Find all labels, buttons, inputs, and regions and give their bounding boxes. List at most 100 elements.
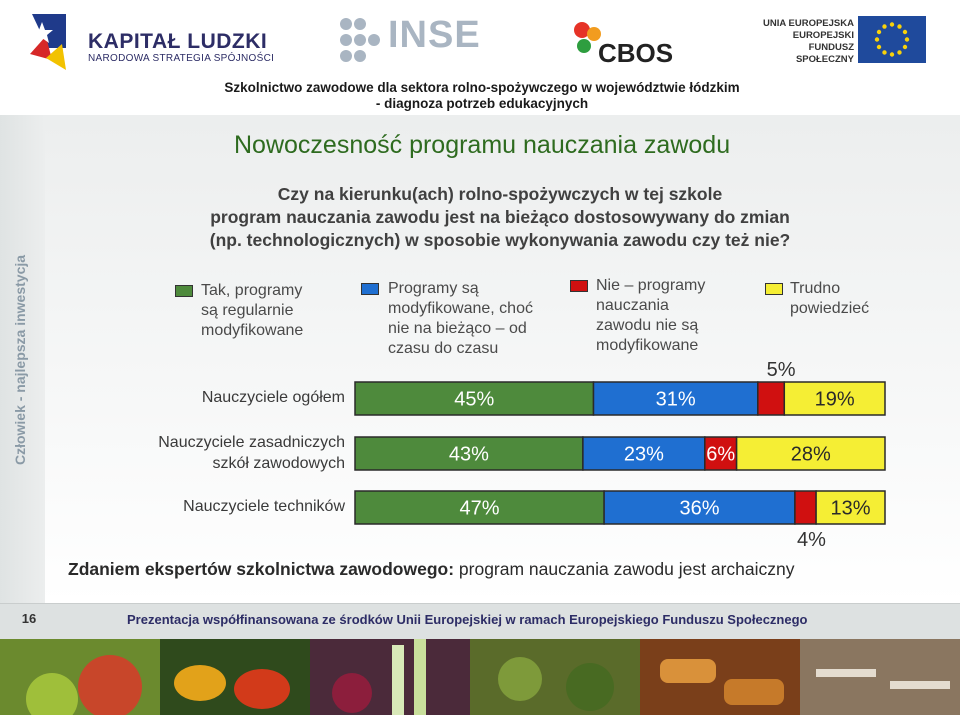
project-title-line: - diagnoza potrzeb edukacyjnych [375,96,589,111]
bar-segment [815,490,886,525]
legend-entry-line: nauczania [596,297,669,314]
category-label: Nauczyciele techników [105,496,345,517]
onion-icon [332,673,372,713]
data-label: 43% [449,444,489,466]
kapital-ludzki-title: KAPITAŁ LUDZKI [88,30,268,53]
data-label: 47% [460,498,500,520]
herb-icon [566,663,614,711]
legend-entry-line: czasu do czasu [388,340,499,357]
photo-herbs [470,639,640,715]
eu-star-icon [902,44,908,50]
legend-swatch [570,280,588,292]
category-label-line: Nauczyciele techników [183,498,345,515]
bar-segment [582,436,706,471]
data-label: 36% [679,498,719,520]
bread-icon [724,679,784,705]
legend-entry: Nie – programy nauczania zawodu nie są mody… [596,276,705,356]
pepper-icon [174,665,226,701]
category-label: Nauczyciele zasadniczych szkół zawodowych [105,432,345,474]
eu-star-icon [904,37,910,42]
question-line: Czy na kierunku(ach) rolno-spożywczych w… [277,184,723,204]
category-label-line: Nauczyciele ogółem [201,389,345,406]
legend-entry: Trudno powiedzieć [790,279,869,319]
data-label: 45% [454,389,494,411]
question-line: (np. technologicznych) w sposobie wykony… [209,230,791,250]
inse-logo-icon [340,18,380,62]
pepper-icon [234,669,290,709]
herb-icon [498,657,542,701]
category-label-line: szkół zawodowych [212,455,346,472]
inse-logo-text: INSE [388,14,481,56]
eu-star-icon [882,50,887,55]
bar-segment [794,490,817,525]
cbos-logo-text: CBOS [598,38,674,68]
legend-entry-line: zawodu nie są [596,317,699,334]
legend-entry-line: są regularnie [201,302,294,319]
project-title-line: Szkolnictwo zawodowe dla sektora rolno-s… [224,80,740,95]
legend-entry-line: nie na bieżąco – od [388,320,527,337]
project-title: Szkolnictwo zawodowe dla sektora rolno-s… [212,80,752,112]
eu-star-icon [882,24,887,29]
legend-entry-line: powiedzieć [790,300,870,317]
legend-entry-line: modyfikowane [596,337,699,354]
legend-entry-line: Nie – programy [596,277,706,294]
side-strip [0,115,45,603]
legend-swatch [175,285,193,297]
eu-star-icon [889,52,895,57]
expert-note-bold: Zdaniem ekspertów szkolnictwa zawodowego… [68,559,455,579]
legend-entry-line: modyfikowane, choć [388,300,533,317]
eu-star-icon [897,50,902,55]
bread-icon [660,659,716,683]
category-label-line: Nauczyciele zasadniczych [158,434,345,451]
data-label: 5% [767,359,796,381]
footer-text: Prezentacja współfinansowana ze środków … [127,612,808,627]
category-label: Nauczyciele ogółem [105,387,345,408]
expert-note: Zdaniem ekspertów szkolnictwa zawodowego… [68,559,795,580]
eu-star-icon [876,44,882,50]
page-number: 16 [21,611,37,626]
footer-bar [0,603,960,640]
bar-segment [354,381,595,416]
data-label: 4% [797,529,826,551]
eu-label-line: UNIA EUROPEJSKA [763,18,854,29]
food-photo-strip [0,639,960,715]
leek-icon [414,639,426,715]
kapital-ludzki-logo-icon [26,8,76,74]
eu-star-icon [902,29,908,35]
legend-swatch [765,283,783,295]
eu-label: UNIA EUROPEJSKA EUROPEJSKI FUNDUSZ SPOŁE… [754,18,854,66]
legend-entry-line: Tak, programy [201,282,303,299]
data-label: 31% [656,389,696,411]
data-label: 6% [706,444,735,466]
legend-entry-line: Programy są [388,280,479,297]
apple-icon [26,673,78,715]
data-label: 19% [815,389,855,411]
desk-icon [890,681,950,689]
question-line: program nauczania zawodu jest na bieżąco… [210,207,790,227]
cbos-logo-icon [574,22,601,53]
data-label: 23% [624,444,664,466]
legend-entry-line: modyfikowane [201,322,304,339]
eu-star-icon [897,24,902,29]
data-label: 13% [831,498,871,520]
legend-entry-line: Trudno [790,280,841,297]
eu-star-icon [889,22,895,27]
eu-star-icon [874,37,880,42]
apple-icon [78,655,142,715]
eu-label-line: FUNDUSZ SPOŁECZNY [795,42,854,65]
bar-segment [757,381,786,416]
header-banner: KAPITAŁ LUDZKI NARODOWA STRATEGIA SPÓJNO… [0,0,960,115]
survey-question: Czy na kierunku(ach) rolno-spożywczych w… [160,183,840,252]
eu-flag-icon [858,16,926,63]
bar-segment [735,436,886,471]
leek-icon [392,645,404,715]
data-label: 28% [791,444,831,466]
expert-note-text: program nauczania zawodu jest archaiczny [454,559,795,579]
legend-entry: Programy są modyfikowane, choć nie na bież… [388,279,533,359]
eu-label-line: EUROPEJSKI [792,30,854,41]
legend-entry: Tak, programy są regularnie modyfikowane [201,281,303,341]
slide-title: Nowoczesność programu nauczania zawodu [234,131,731,159]
kapital-ludzki-subtitle: NARODOWA STRATEGIA SPÓJNOŚCI [88,53,275,64]
desk-icon [816,669,876,677]
